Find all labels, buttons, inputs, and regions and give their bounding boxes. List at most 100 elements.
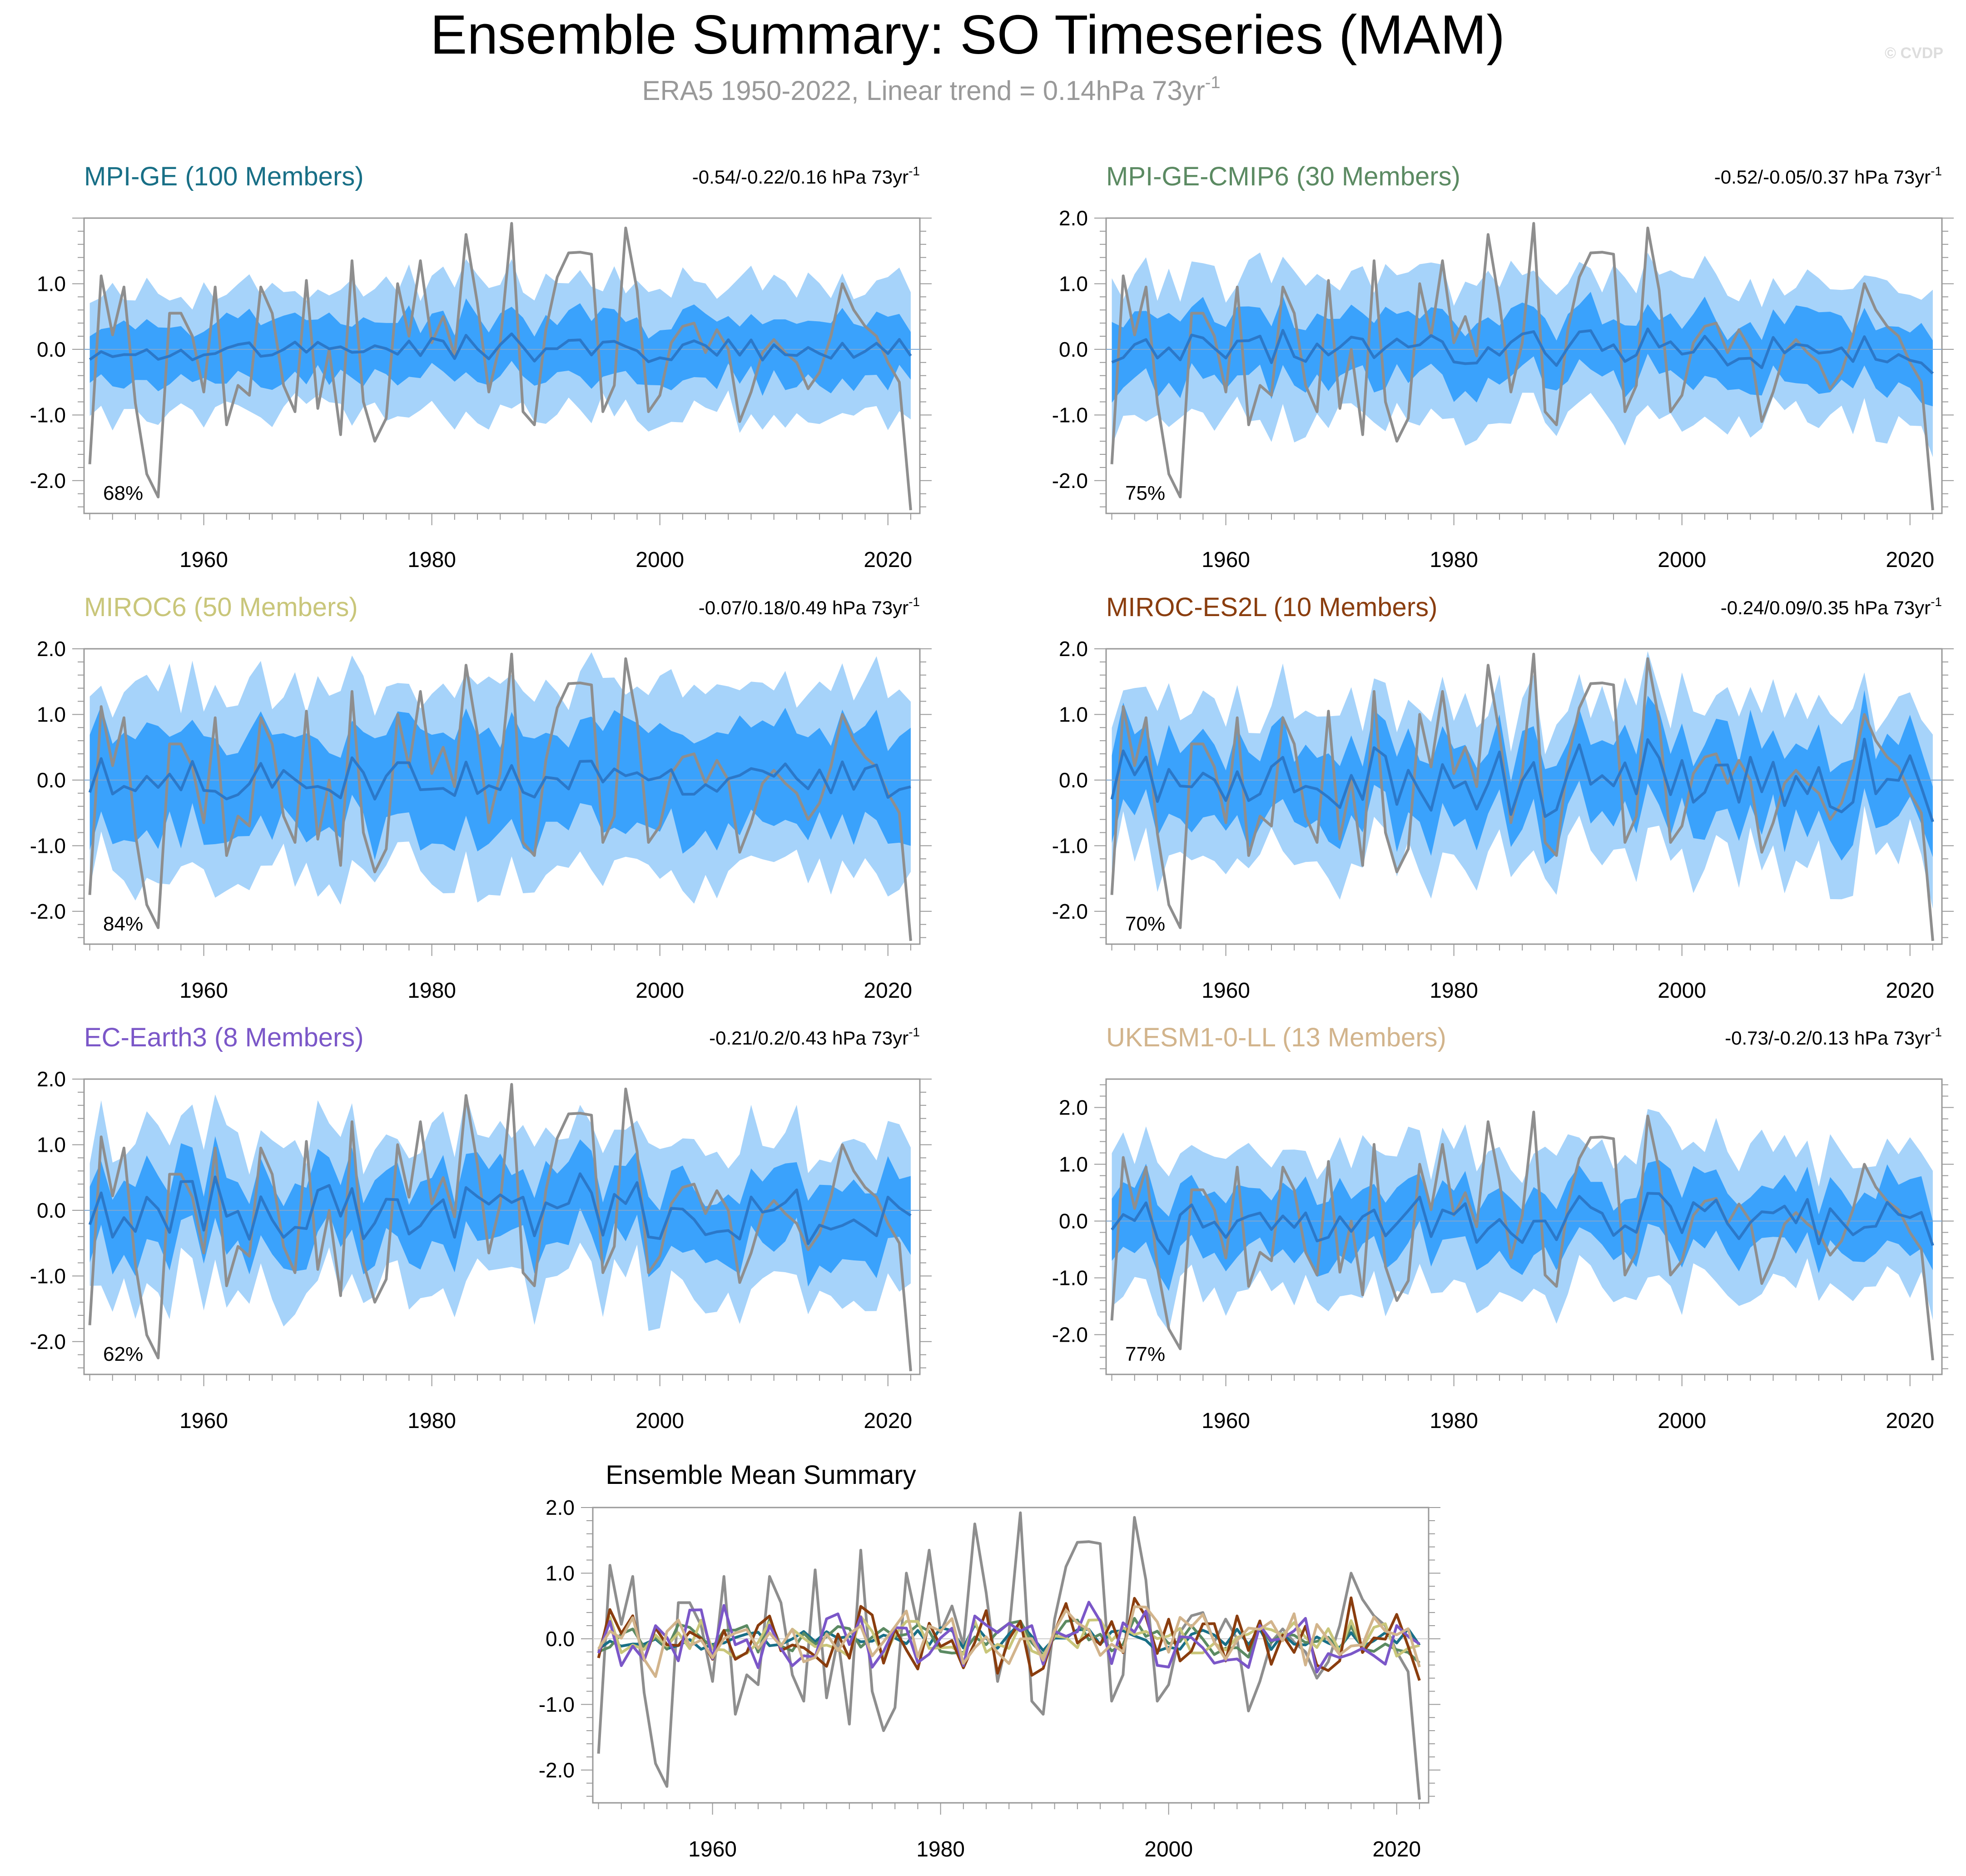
miroc-es2l-x-tick-label: 1980: [1430, 979, 1478, 1003]
miroc6-ensemble-mean-line: [88, 756, 911, 801]
miroc-es2l-y-tick-label: -2.0: [1052, 900, 1088, 923]
miroc6-plot-frame: [83, 648, 921, 945]
miroc-es2l-observation-line: [1110, 652, 1934, 941]
miroc6-x-tick-label: 1980: [407, 979, 456, 1003]
mpi-ge-y-tick-label: -1.0: [30, 403, 66, 427]
miroc6-y-tick-label: 2.0: [37, 637, 66, 661]
miroc-es2l-y-tick-label: -1.0: [1052, 834, 1088, 857]
ukesm1-0-ll-plot-frame: [1105, 1078, 1943, 1375]
ukesm1-0-ll-percent-label: 77%: [1125, 1343, 1165, 1365]
mpi-ge-panel-title: MPI-GE (100 Members): [84, 162, 364, 191]
ukesm1-0-ll-x-tick-label: 2000: [1658, 1409, 1706, 1433]
mpi-ge-cmip6-ensemble-mean-line: [1111, 327, 1934, 375]
mpi-ge-cmip6-x-tick-label: 2000: [1658, 548, 1706, 572]
ec-earth3-panel-title: EC-Earth3 (8 Members): [84, 1023, 364, 1052]
ukesm1-0-ll-x-tick-label: 1960: [1201, 1409, 1250, 1433]
ukesm1-0-ll-observation-line: [1110, 1110, 1934, 1361]
ec-earth3-observation-line: [88, 1083, 912, 1372]
ukesm1-0-ll-inner-spread-band: [1112, 1160, 1933, 1291]
ec-earth3-ensemble-mean-line: [88, 1172, 912, 1245]
watermark: © CVDP: [1885, 45, 1943, 62]
miroc6-x-tick-label: 2000: [635, 979, 684, 1003]
subtitle-main: ERA5 1950-2022, Linear trend = 0.14hPa 7…: [642, 75, 1205, 106]
figure-subtitle: ERA5 1950-2022, Linear trend = 0.14hPa 7…: [642, 73, 1221, 106]
miroc-es2l-y-tick-label: 0.0: [1059, 768, 1088, 792]
miroc-es2l-y-tick-label: 1.0: [1059, 702, 1088, 726]
miroc6-y-tick-label: 0.0: [37, 768, 66, 792]
miroc6-x-tick-label: 1960: [179, 979, 228, 1003]
mpi-ge-y-tick-label: 0.0: [37, 338, 66, 361]
ukesm1-0-ll-y-tick-label: -2.0: [1052, 1323, 1088, 1347]
panel-miroc6: -2.0 -1.0 0.0 1.0 2.0 1960 1980 2000 2020 MIROC6 …: [30, 592, 932, 1003]
ec-earth3-y-tick-label: 0.0: [37, 1199, 66, 1222]
summary-y-tick-label: 2.0: [546, 1496, 575, 1519]
miroc-es2l-x-tick-label: 2000: [1658, 979, 1706, 1003]
miroc6-observation-line: [88, 652, 912, 941]
miroc-es2l-x-tick-label: 1960: [1201, 979, 1250, 1003]
mpi-ge-cmip6-x-tick-label: 1980: [1430, 548, 1478, 572]
mpi-ge-x-tick-label: 2020: [864, 548, 912, 572]
summary-mean-line-miroc-es2l: [597, 1596, 1421, 1681]
ec-earth3-y-tick-label: -1.0: [30, 1264, 66, 1288]
ec-earth3-plot-frame: [83, 1078, 921, 1375]
mpi-ge-cmip6-plot-frame: [1105, 217, 1943, 514]
ec-earth3-x-tick-label: 2020: [864, 1409, 912, 1433]
ukesm1-0-ll-y-tick-label: -1.0: [1052, 1266, 1088, 1290]
miroc-es2l-panel-title: MIROC-ES2L (10 Members): [1106, 592, 1437, 622]
ec-earth3-y-tick-label: -2.0: [30, 1330, 66, 1354]
ukesm1-0-ll-x-tick-label: 1980: [1430, 1409, 1478, 1433]
ec-earth3-x-tick-label: 1980: [407, 1409, 456, 1433]
miroc-es2l-x-tick-label: 2020: [1886, 979, 1934, 1003]
ukesm1-0-ll-panel-title: UKESM1-0-LL (13 Members): [1106, 1023, 1446, 1052]
mpi-ge-percent-label: 68%: [103, 482, 143, 504]
miroc6-y-tick-label: -1.0: [30, 834, 66, 857]
miroc-es2l-y-tick-label: 2.0: [1059, 637, 1088, 661]
mpi-ge-cmip6-y-tick-label: -2.0: [1052, 469, 1088, 493]
mpi-ge-trend-label: -0.54/-0.22/0.16 hPa 73yr-1: [692, 164, 920, 188]
summary-mean-line-ukesm1-0-ll: [597, 1605, 1421, 1678]
mpi-ge-cmip6-trend-label: -0.52/-0.05/0.37 hPa 73yr-1: [1714, 164, 1942, 188]
summary-y-tick-label: 1.0: [546, 1561, 575, 1585]
mpi-ge-cmip6-observation-line: [1110, 222, 1934, 511]
mpi-ge-plot-frame: [83, 217, 921, 514]
miroc6-percent-label: 84%: [103, 913, 143, 935]
mpi-ge-cmip6-x-tick-label: 1960: [1201, 548, 1250, 572]
panel-grid: -2.0 -1.0 0.0 1.0 1960 1980 2000 2020 MPI-GE (10…: [30, 162, 1954, 1433]
miroc6-y-tick-label: -2.0: [30, 900, 66, 923]
miroc-es2l-percent-label: 70%: [1125, 913, 1165, 935]
ensemble-mean-summary-panel: -2.0 -1.0 0.0 1.0 2.0 1960 1980 2000 2020 Ensembl…: [539, 1460, 1440, 1861]
subtitle-superscript: -1: [1205, 73, 1221, 92]
panel-mpi-ge-cmip6: -2.0 -1.0 0.0 1.0 2.0 1960 1980 2000 2020 MPI-GE-…: [1052, 162, 1954, 572]
miroc-es2l-ensemble-mean-line: [1110, 737, 1934, 822]
ukesm1-0-ll-y-tick-label: 0.0: [1059, 1209, 1088, 1233]
mpi-ge-y-tick-label: 1.0: [37, 272, 66, 295]
summary-y-tick-label: 0.0: [546, 1627, 575, 1651]
summary-title: Ensemble Mean Summary: [606, 1460, 916, 1490]
mpi-ge-ensemble-mean-line: [89, 332, 912, 363]
summary-x-tick-label: 1980: [916, 1837, 965, 1861]
ec-earth3-percent-label: 62%: [103, 1343, 143, 1365]
mpi-ge-cmip6-y-tick-label: -1.0: [1052, 403, 1088, 427]
mpi-ge-cmip6-percent-label: 75%: [1125, 482, 1165, 504]
mpi-ge-cmip6-y-tick-label: 2.0: [1059, 206, 1088, 230]
summary-y-tick-label: -2.0: [539, 1758, 575, 1782]
ukesm1-0-ll-x-tick-label: 2020: [1886, 1409, 1934, 1433]
mpi-ge-observation-line: [88, 222, 912, 511]
mpi-ge-x-tick-label: 1980: [407, 548, 456, 572]
ukesm1-0-ll-y-tick-label: 1.0: [1059, 1153, 1088, 1176]
ukesm1-0-ll-trend-label: -0.73/-0.2/0.13 hPa 73yr-1: [1725, 1025, 1942, 1049]
ukesm1-0-ll-ensemble-mean-line: [1111, 1192, 1934, 1255]
mpi-ge-cmip6-y-tick-label: 0.0: [1059, 338, 1088, 361]
mpi-ge-x-tick-label: 1960: [179, 548, 228, 572]
mpi-ge-cmip6-x-tick-label: 2020: [1886, 548, 1934, 572]
panel-miroc-es2l: -2.0 -1.0 0.0 1.0 2.0 1960 1980 2000 2020 MIROC-E…: [1052, 592, 1954, 1003]
panel-ec-earth3: -2.0 -1.0 0.0 1.0 2.0 1960 1980 2000 2020 EC-Eart…: [30, 1023, 932, 1433]
summary-x-tick-label: 1960: [688, 1837, 737, 1861]
mpi-ge-x-tick-label: 2000: [635, 548, 684, 572]
mpi-ge-y-tick-label: -2.0: [30, 469, 66, 493]
figure-title: Ensemble Summary: SO Timeseries (MAM): [430, 4, 1505, 65]
miroc6-trend-label: -0.07/0.18/0.49 hPa 73yr-1: [699, 595, 920, 618]
summary-y-tick-label: -1.0: [539, 1692, 575, 1716]
miroc6-inner-spread-band: [89, 706, 911, 860]
